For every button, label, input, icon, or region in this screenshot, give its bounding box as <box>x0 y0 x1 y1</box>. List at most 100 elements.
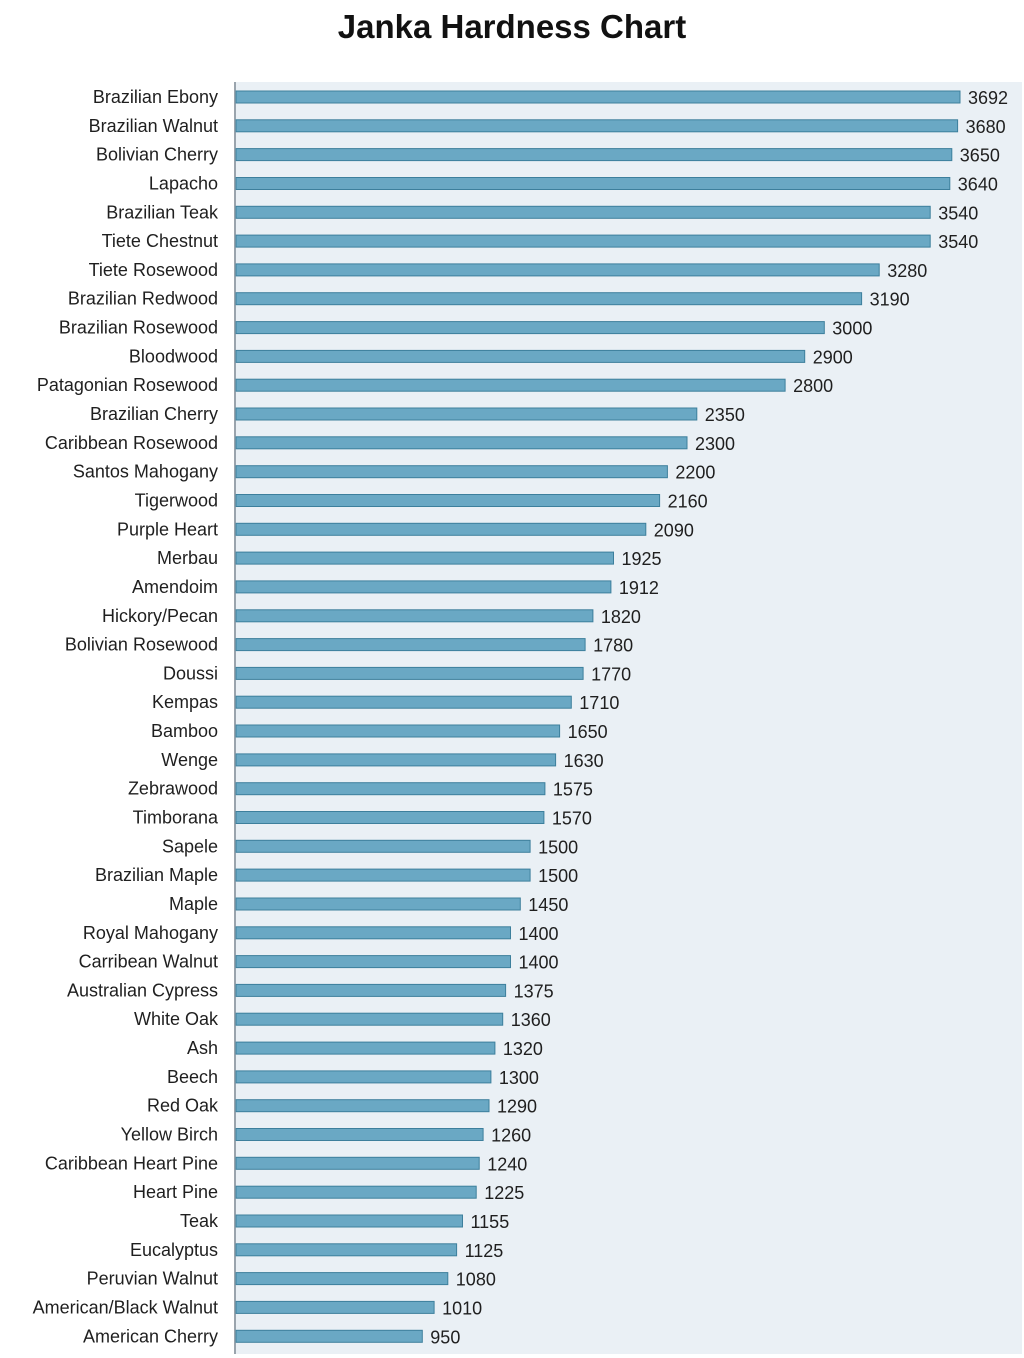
bar <box>235 234 931 248</box>
value-label: 1290 <box>497 1097 537 1117</box>
category-label: Carribean Walnut <box>79 952 218 972</box>
value-label: 1375 <box>514 981 554 1001</box>
bar <box>235 1041 496 1055</box>
category-label: Santos Mahogany <box>73 462 218 482</box>
category-label: Lapacho <box>149 174 218 194</box>
bar <box>235 1185 477 1199</box>
category-label: Heart Pine <box>133 1182 218 1202</box>
bar <box>235 292 863 306</box>
value-label: 1780 <box>593 636 633 656</box>
value-label: 1010 <box>442 1298 482 1318</box>
bar <box>235 90 961 104</box>
bar <box>235 695 572 709</box>
value-label: 1080 <box>456 1270 496 1290</box>
category-label: Australian Cypress <box>67 980 218 1000</box>
value-label: 1225 <box>484 1183 524 1203</box>
value-label: 2800 <box>793 376 833 396</box>
bar <box>235 522 647 536</box>
category-label: Caribbean Heart Pine <box>45 1153 218 1173</box>
bar <box>235 148 953 162</box>
value-label: 2900 <box>813 347 853 367</box>
bar <box>235 897 521 911</box>
bar <box>235 1272 449 1286</box>
bar <box>235 177 951 190</box>
category-label: Zebrawood <box>128 779 218 799</box>
category-label: Bloodwood <box>129 346 218 366</box>
category-label: Sapele <box>162 836 218 856</box>
category-label: Beech <box>167 1067 218 1087</box>
bar <box>235 724 561 738</box>
bar <box>235 1243 458 1257</box>
category-label: Teak <box>180 1211 219 1231</box>
category-label: Tigerwood <box>135 491 218 511</box>
bar <box>235 119 959 133</box>
bar <box>235 666 584 680</box>
value-label: 2200 <box>675 463 715 483</box>
bar <box>235 868 531 882</box>
value-label: 3280 <box>887 261 927 281</box>
category-label: Brazilian Cherry <box>90 404 218 424</box>
bar <box>235 1099 490 1113</box>
bar <box>235 955 511 969</box>
bar <box>235 378 786 392</box>
value-label: 1575 <box>553 780 593 800</box>
category-label: Brazilian Walnut <box>89 116 218 136</box>
value-label: 2300 <box>695 434 735 454</box>
value-label: 2090 <box>654 520 694 540</box>
bar <box>235 782 546 796</box>
bar <box>235 926 511 940</box>
bar <box>235 1329 423 1343</box>
category-label: Amendoim <box>132 577 218 597</box>
category-label: Brazilian Teak <box>106 202 219 222</box>
value-label: 1770 <box>591 664 631 684</box>
value-label: 1630 <box>564 751 604 771</box>
bar <box>235 205 931 219</box>
chart-title: Janka Hardness Chart <box>337 8 687 45</box>
category-label: Timborana <box>133 808 219 828</box>
category-label: Brazilian Rosewood <box>59 318 218 338</box>
bar <box>235 1128 484 1141</box>
value-label: 3692 <box>968 88 1008 108</box>
category-label: Ash <box>187 1038 218 1058</box>
bar <box>235 811 545 824</box>
category-label: Bolivian Cherry <box>96 145 218 165</box>
value-label: 2160 <box>668 492 708 512</box>
category-label: American Cherry <box>83 1326 218 1346</box>
value-label: 1820 <box>601 607 641 627</box>
category-label: Royal Mahogany <box>83 923 218 943</box>
category-label: Doussi <box>163 663 218 683</box>
value-label: 3540 <box>938 203 978 223</box>
value-label: 1500 <box>538 866 578 886</box>
bar <box>235 1156 480 1170</box>
category-label: Tiete Rosewood <box>89 260 218 280</box>
category-label: Merbau <box>157 548 218 568</box>
category-label: Bolivian Rosewood <box>65 635 218 655</box>
bar <box>235 1012 504 1026</box>
value-label: 1320 <box>503 1039 543 1059</box>
value-label: 1500 <box>538 837 578 857</box>
value-label: 1240 <box>487 1154 527 1174</box>
value-label: 1125 <box>465 1241 504 1261</box>
category-label: Patagonian Rosewood <box>37 375 218 395</box>
category-label: White Oak <box>134 1009 219 1029</box>
value-label: 1570 <box>552 809 592 829</box>
bar <box>235 407 698 421</box>
value-label: 1912 <box>619 578 659 598</box>
value-label: 1710 <box>579 693 619 713</box>
value-label: 1925 <box>622 549 662 569</box>
bar <box>235 349 806 363</box>
bar <box>235 436 688 450</box>
category-label: Brazilian Redwood <box>68 289 218 309</box>
value-label: 3640 <box>958 175 998 195</box>
bar <box>235 983 507 997</box>
value-label: 1450 <box>528 895 568 915</box>
bar <box>235 494 661 507</box>
category-label: American/Black Walnut <box>33 1297 218 1317</box>
value-label: 3000 <box>832 319 872 339</box>
category-label: Tiete Chestnut <box>102 231 218 251</box>
bar <box>235 1070 492 1084</box>
bar <box>235 263 880 277</box>
bar <box>235 321 825 335</box>
category-label: Yellow Birch <box>121 1125 218 1145</box>
